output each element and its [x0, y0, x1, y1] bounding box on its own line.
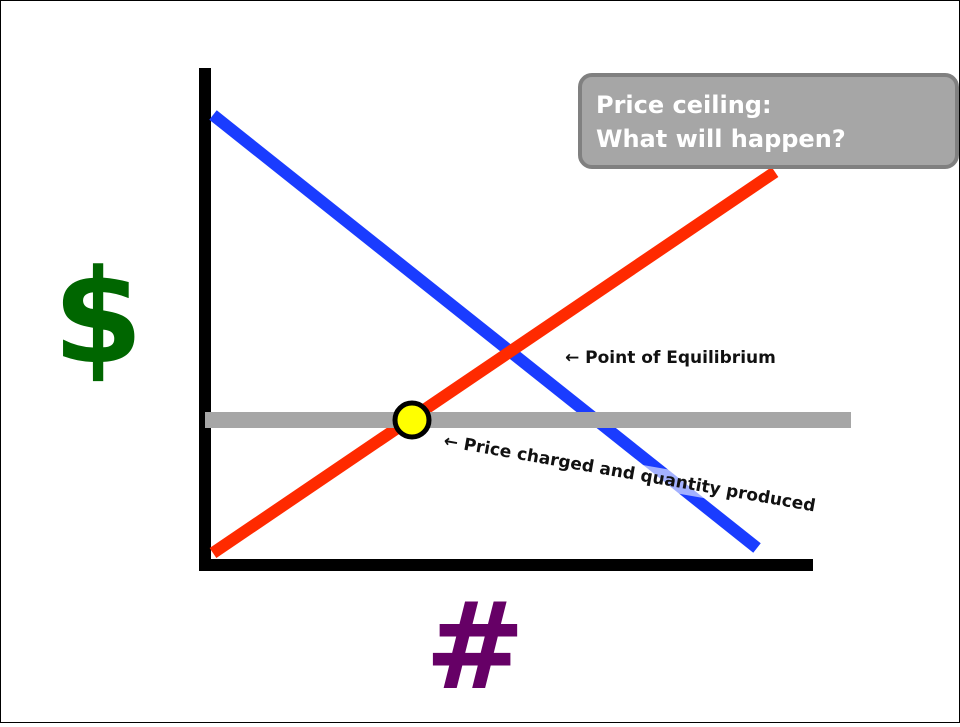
y-axis-label: $	[53, 241, 143, 393]
callout-line: What will happen?	[596, 125, 846, 153]
label-backdrop	[441, 430, 886, 530]
ceiling-point	[392, 400, 432, 440]
supply-curve	[209, 167, 779, 558]
callout-box	[578, 73, 959, 169]
x-axis-label: #	[425, 578, 526, 717]
callout-line: Price ceiling:	[596, 91, 772, 119]
equilibrium-label: ← Point of Equilibrium	[565, 348, 776, 368]
